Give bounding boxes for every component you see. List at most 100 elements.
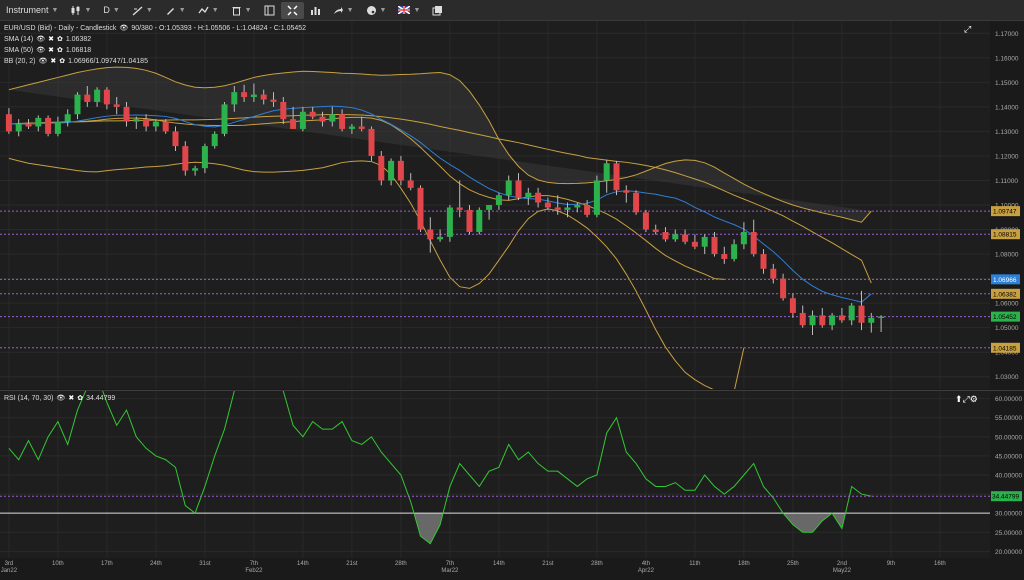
candle xyxy=(750,219,757,257)
time-tick-sublabel: Jan22 xyxy=(1,568,18,574)
candle-body xyxy=(309,111,316,117)
sma50-line xyxy=(8,113,872,284)
candle-body xyxy=(162,121,169,132)
eye-icon[interactable]: 👁 xyxy=(38,58,48,65)
candle xyxy=(64,109,71,127)
close-icon[interactable]: ✖ xyxy=(48,47,54,54)
candle xyxy=(623,185,630,203)
chart-type-menu[interactable]: ▼ xyxy=(64,0,97,21)
candle xyxy=(574,202,581,213)
candle xyxy=(544,197,551,210)
candle xyxy=(613,160,620,196)
candle xyxy=(525,187,532,205)
eye-icon[interactable]: 👁 xyxy=(36,47,46,54)
gear-icon[interactable]: ✿ xyxy=(56,36,63,43)
time-tick-sublabel: Feb22 xyxy=(245,568,263,574)
theme-menu[interactable]: ▼ xyxy=(360,0,393,21)
price-level-label: 1.04185 xyxy=(993,345,1017,352)
close-icon[interactable]: ✖ xyxy=(50,58,57,65)
gear-icon[interactable]: ✿ xyxy=(56,47,63,54)
close-icon[interactable]: ✖ xyxy=(68,395,75,402)
legend-sma14-label: SMA (14) xyxy=(4,36,34,43)
price-level-badge xyxy=(991,311,1020,322)
price-level-badge xyxy=(991,229,1020,240)
close-icon[interactable]: ✖ xyxy=(48,36,54,43)
candle-body xyxy=(554,207,561,210)
price-tick-label: 1.11000 xyxy=(995,178,1018,185)
draw-line-menu[interactable]: ▼ xyxy=(126,0,159,21)
crosshair-button[interactable] xyxy=(280,1,304,19)
legend-sma50: SMA (50) 👁 ✖ ✿ 1.06818 xyxy=(4,47,91,54)
candle-body xyxy=(192,168,199,171)
expand-icon[interactable]: ⤢ xyxy=(964,24,972,34)
candle xyxy=(437,229,444,242)
chevron-down-icon: ▼ xyxy=(244,6,252,14)
price-tick-label: 1.16000 xyxy=(995,55,1019,62)
rsi-value-label: 34.44799 xyxy=(992,494,1019,501)
price-tick-label: 1.08000 xyxy=(995,252,1019,259)
price-tick-label: 1.10000 xyxy=(995,203,1019,210)
time-tick-label: 25th xyxy=(787,561,799,567)
popout-button[interactable] xyxy=(426,0,449,21)
price-level-badge xyxy=(991,206,1020,217)
candle xyxy=(397,155,404,186)
candle xyxy=(84,86,91,107)
price-panel[interactable]: 1.17000 1.16000 1.15000 1.14000 1.13000 1.120… xyxy=(0,21,1024,395)
gear-icon[interactable]: ✿ xyxy=(59,58,66,65)
candle xyxy=(848,303,855,326)
time-tick-label: 4th xyxy=(642,561,650,567)
candle xyxy=(94,87,101,107)
candle-body xyxy=(329,114,336,122)
eye-icon[interactable]: 👁 xyxy=(56,395,66,402)
candle-body xyxy=(358,126,365,129)
gear-icon[interactable]: ✿ xyxy=(77,395,84,402)
timeframe-menu[interactable]: D ▼ xyxy=(97,0,125,21)
indicators-menu[interactable]: ▼ xyxy=(192,0,225,21)
price-tick-label: 1.17000 xyxy=(995,31,1019,38)
layout-button[interactable] xyxy=(258,0,281,21)
candle xyxy=(407,173,414,191)
candle-body xyxy=(515,180,522,198)
legend-rsi: RSI (14, 70, 30) 👁 ✖ ✿ 34.44799 xyxy=(4,395,115,402)
price-level-label: 1.05452 xyxy=(993,314,1017,321)
candle-body xyxy=(25,124,32,127)
time-tick-sublabel: Mar22 xyxy=(441,568,459,574)
candle xyxy=(868,312,875,333)
eye-icon[interactable]: 👁 xyxy=(36,36,46,43)
studies-button[interactable] xyxy=(304,0,327,21)
candle-body xyxy=(672,234,679,240)
pencil-menu[interactable]: ▼ xyxy=(159,0,192,21)
legend-bb-label: BB (20, 2) xyxy=(4,58,36,65)
price-level-label: 1.09747 xyxy=(993,209,1017,216)
time-tick-label: 14th xyxy=(493,561,505,567)
candle xyxy=(799,305,806,328)
rsi-panel[interactable]: 60.00000 55.00000 50.00000 45.00000 40.00000… xyxy=(0,374,1024,559)
instrument-menu[interactable]: Instrument ▼ xyxy=(0,0,64,21)
trash-icon xyxy=(232,6,241,15)
price-chart[interactable]: 1.17000 1.16000 1.15000 1.14000 1.13000 1.120… xyxy=(0,21,1024,395)
candle xyxy=(711,231,718,257)
bb-upper-line xyxy=(8,66,872,223)
rsi-chart[interactable]: 60.00000 55.00000 50.00000 45.00000 40.00000… xyxy=(0,374,1024,559)
time-tick-label: 21st xyxy=(542,561,554,567)
legend-sma14-value: 1.06382 xyxy=(65,36,92,43)
candle xyxy=(446,205,453,242)
candle xyxy=(731,239,738,262)
delete-menu[interactable]: ▼ xyxy=(225,0,258,21)
move-up-icon[interactable]: ⬆⤢⚙ xyxy=(955,394,978,404)
language-menu[interactable]: ▼ xyxy=(392,0,426,21)
legend-rsi-value: 34.44799 xyxy=(86,395,116,402)
candle-body xyxy=(858,305,865,323)
candle xyxy=(358,116,365,132)
share-menu[interactable]: ▼ xyxy=(327,0,360,21)
eye-icon[interactable]: 👁 xyxy=(119,25,129,32)
candle-body xyxy=(407,180,414,188)
candle xyxy=(701,234,708,255)
candle xyxy=(819,308,826,328)
candle xyxy=(662,227,669,242)
candle xyxy=(231,86,238,112)
bar-chart-icon xyxy=(310,6,320,15)
candle-body xyxy=(133,119,140,122)
candle-body xyxy=(662,231,669,240)
candle-body xyxy=(54,121,61,134)
